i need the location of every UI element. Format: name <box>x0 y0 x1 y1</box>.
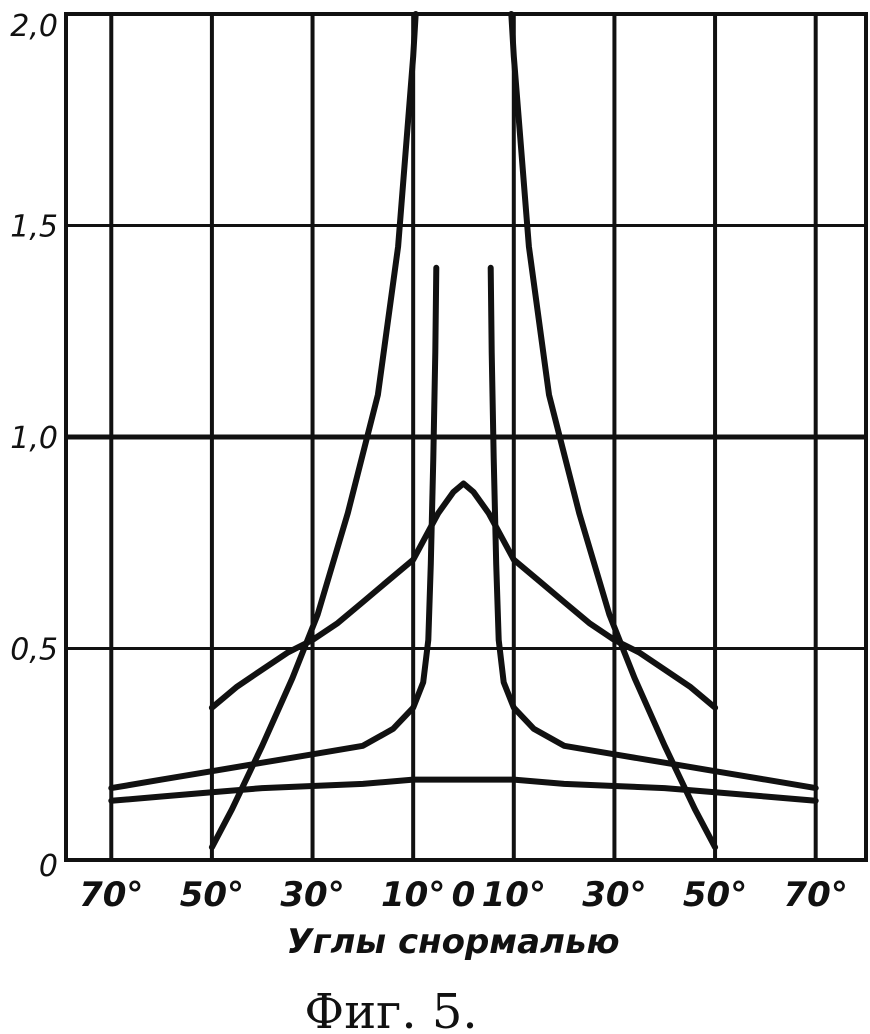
y-tick-label: 0 <box>39 849 58 884</box>
x-tick-label: 30° <box>280 875 344 915</box>
y-tick-label: 1,0 <box>10 421 58 456</box>
x-tick-label: 50° <box>683 875 747 915</box>
series-line-5 <box>108 264 440 792</box>
y-tick-label: 0,5 <box>10 633 58 668</box>
y-tick-labels: 0 0,5 1,0 1,5 2,0 <box>10 9 58 884</box>
x-tick-label: 70° <box>784 875 848 915</box>
series-line-6 <box>487 264 819 792</box>
series-line-4 <box>208 480 719 711</box>
x-tick-label: 50° <box>180 875 244 915</box>
y-tick-label: 2,0 <box>10 9 58 44</box>
y-tick-label: 1,5 <box>10 210 58 245</box>
series-line-3 <box>508 11 719 851</box>
x-axis-label: Углы снормалью <box>287 922 620 962</box>
series-group <box>108 11 819 851</box>
x-tick-label: 10° <box>381 875 445 915</box>
series-line-2 <box>208 11 419 851</box>
x-tick-label: 10° <box>482 875 546 915</box>
figure-caption: Фиг. 5. <box>304 984 477 1034</box>
x-tick-label: 0 <box>452 875 476 915</box>
x-tick-labels: 70° 50° 30° 10° 0 10° 30° 50° 70° <box>79 875 848 915</box>
series-line-1 <box>108 776 819 804</box>
x-tick-label: 70° <box>79 875 143 915</box>
x-tick-label: 30° <box>582 875 646 915</box>
grid <box>64 12 868 862</box>
